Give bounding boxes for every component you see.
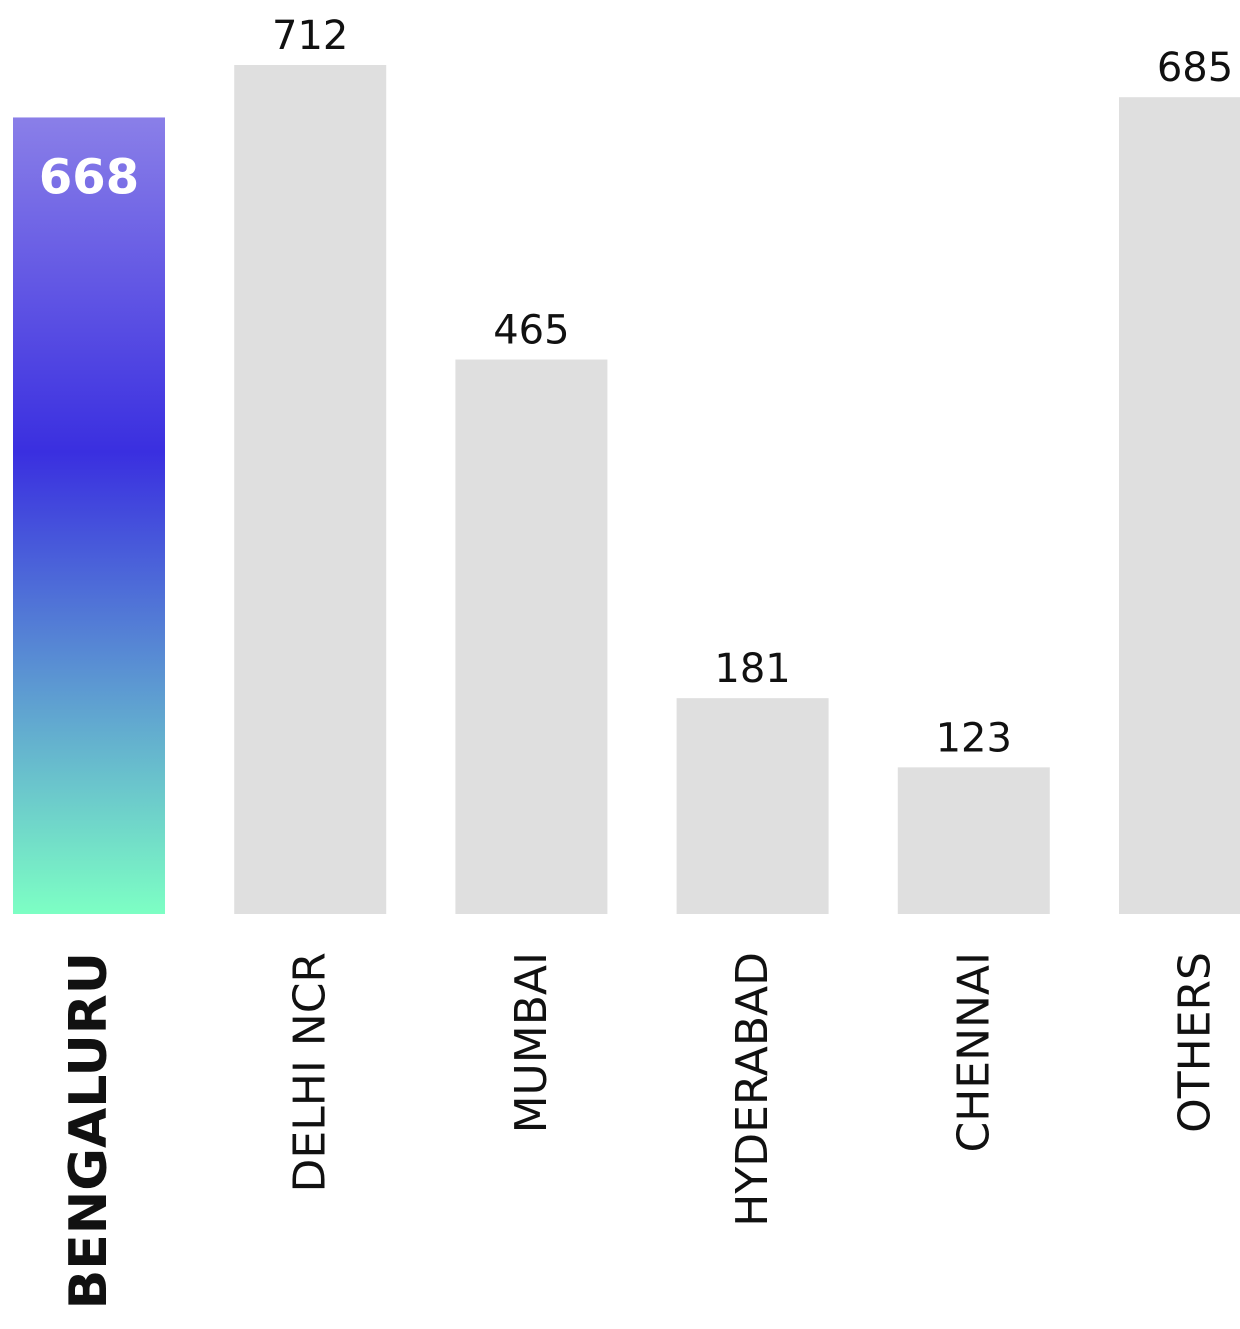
bar-chennai (897, 767, 1050, 914)
category-labels-layer: BENGALURU DELHI NCR MUMBAI HYDERABAD CHENNAI… (59, 952, 1221, 1309)
value-label-others: 685 (1157, 45, 1233, 91)
category-label-mumbai: MUMBAI (506, 952, 557, 1133)
value-label-delhi-ncr: 712 (272, 13, 348, 59)
value-label-chennai: 123 (936, 715, 1012, 761)
bar-bengaluru (13, 117, 165, 914)
value-label-bengaluru: 668 (39, 149, 139, 205)
bars-layer (13, 65, 1240, 915)
value-labels-layer: 668 712 465 181 123 685 (39, 13, 1233, 761)
value-label-hyderabad: 181 (714, 646, 790, 692)
category-label-delhi-ncr: DELHI NCR (285, 952, 336, 1192)
value-label-mumbai: 465 (493, 308, 569, 354)
bar-hyderabad (676, 698, 829, 914)
category-label-others: OTHERS (1170, 952, 1221, 1133)
category-label-hyderabad: HYDERABAD (727, 952, 778, 1227)
bar-delhi-ncr (234, 65, 387, 914)
bar-others (1119, 97, 1240, 915)
category-label-chennai: CHENNAI (948, 952, 999, 1153)
category-label-bengaluru: BENGALURU (59, 952, 119, 1309)
bar-mumbai (455, 359, 608, 914)
